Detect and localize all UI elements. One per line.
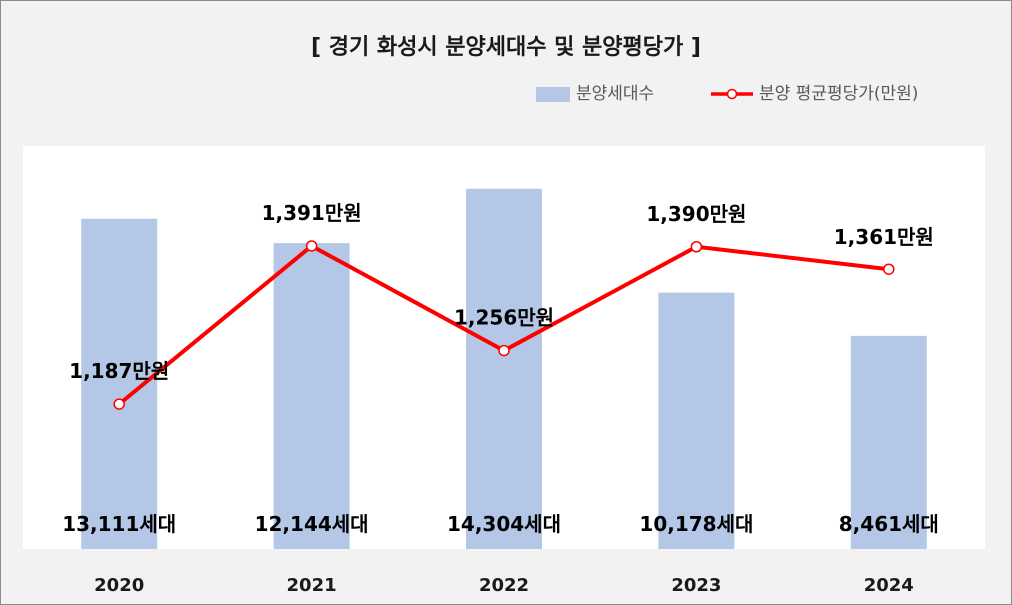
- bar-label-2021: 12,144세대: [255, 512, 369, 536]
- x-tick-2020: 2020: [94, 575, 144, 596]
- bar-2024: [850, 335, 927, 549]
- x-tick-2023: 2023: [671, 575, 721, 596]
- bar-label-2022: 14,304세대: [447, 512, 561, 536]
- bar-2022: [466, 188, 542, 549]
- bar-2023: [658, 292, 735, 549]
- line-point-2021: [305, 240, 318, 252]
- x-tick-2024: 2024: [864, 575, 914, 596]
- bar-label-2020: 13,111세대: [62, 512, 176, 536]
- line-label-2020: 1,187만원: [69, 359, 169, 383]
- line-label-2022: 1,256만원: [454, 306, 554, 330]
- legend-label-line: 분양 평균평당가(만원): [759, 84, 919, 104]
- line-label-2023: 1,390만원: [646, 202, 746, 226]
- bar-label-2023: 10,178세대: [639, 512, 753, 536]
- legend-label-bar: 분양세대수: [576, 84, 655, 104]
- chart-title: [ 경기 화성시 분양세대수 및 분양평당가 ]: [311, 35, 701, 60]
- line-point-2024: [883, 263, 895, 275]
- bar-label-2024: 8,461세대: [839, 512, 939, 536]
- x-tick-2021: 2021: [287, 575, 337, 596]
- x-tick-2022: 2022: [479, 575, 529, 596]
- line-point-2020: [113, 398, 125, 410]
- legend-line-swatch: [711, 88, 753, 100]
- line-label-2024: 1,361만원: [834, 225, 934, 249]
- bar-2021: [273, 243, 350, 550]
- line-point-2022: [498, 344, 510, 357]
- line-label-2021: 1,391만원: [262, 201, 362, 225]
- legend-bar-swatch: [536, 87, 570, 102]
- line-point-2023: [690, 241, 703, 253]
